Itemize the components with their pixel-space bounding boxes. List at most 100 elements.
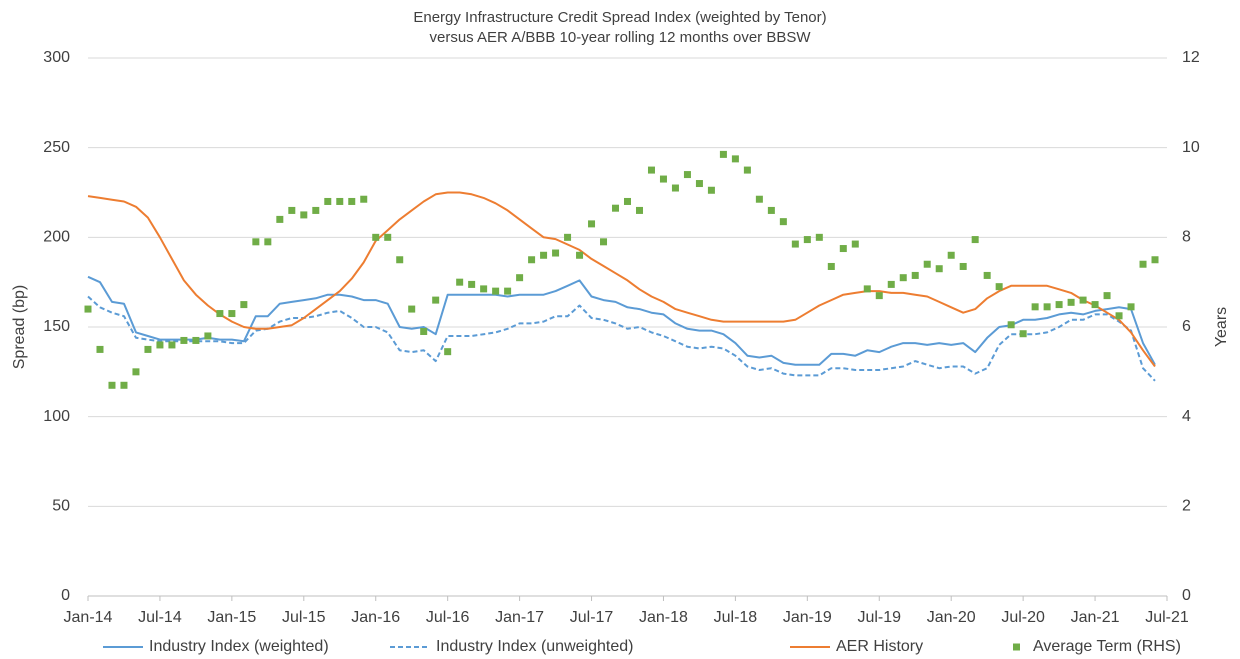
y-tick-label: 200: [43, 229, 70, 246]
x-tick-label: Jul-15: [282, 609, 326, 626]
marker: [707, 186, 715, 194]
marker: [444, 348, 452, 356]
marker: [1091, 301, 1099, 309]
x-tick-label: Jan-18: [639, 609, 688, 626]
y-tick-label: 250: [43, 139, 70, 156]
marker: [791, 240, 799, 248]
marker: [755, 195, 763, 203]
marker: [971, 236, 979, 244]
marker: [767, 206, 775, 214]
marker: [935, 265, 943, 273]
marker: [851, 240, 859, 248]
marker: [576, 251, 584, 259]
marker: [731, 155, 739, 163]
marker: [480, 285, 488, 293]
marker: [516, 274, 524, 282]
marker: [504, 287, 512, 295]
marker: [372, 233, 380, 241]
x-tick-label: Jan-21: [1071, 609, 1120, 626]
y2-tick-label: 8: [1182, 229, 1191, 246]
marker: [132, 368, 140, 376]
marker: [803, 236, 811, 244]
y2-tick-label: 10: [1182, 139, 1200, 156]
marker: [156, 341, 164, 349]
legend-label: Industry Index (unweighted): [436, 638, 633, 655]
marker: [1043, 303, 1051, 311]
marker: [815, 233, 823, 241]
marker: [528, 256, 536, 264]
y-axis-label: Spread (bp): [11, 285, 28, 370]
marker: [432, 296, 440, 304]
y2-tick-label: 12: [1182, 49, 1200, 66]
marker: [384, 233, 392, 241]
y-tick-label: 150: [43, 318, 70, 335]
marker: [995, 283, 1003, 291]
marker: [947, 251, 955, 259]
marker: [360, 195, 368, 203]
marker: [300, 211, 308, 219]
marker: [983, 271, 991, 279]
x-tick-label: Jan-14: [64, 609, 113, 626]
legend-label: AER History: [836, 638, 923, 655]
marker: [276, 215, 284, 223]
marker: [1151, 256, 1159, 264]
x-tick-label: Jan-15: [207, 609, 256, 626]
marker: [911, 271, 919, 279]
series-line: [87, 275, 1156, 366]
marker: [1067, 298, 1075, 306]
x-tick-label: Jul-21: [1145, 609, 1189, 626]
x-tick-label: Jul-18: [714, 609, 758, 626]
marker: [348, 197, 356, 205]
marker: [1103, 292, 1111, 300]
marker: [588, 220, 596, 228]
marker: [120, 381, 128, 389]
marker: [468, 280, 476, 288]
y2-tick-label: 0: [1182, 587, 1191, 604]
marker: [228, 310, 236, 318]
marker: [959, 262, 967, 270]
marker: [887, 280, 895, 288]
x-tick-label: Jan-20: [927, 609, 976, 626]
y2-axis-label: Years: [1213, 307, 1230, 347]
marker: [612, 204, 620, 212]
marker: [1079, 296, 1087, 304]
marker: [1019, 330, 1027, 338]
marker: [492, 287, 500, 295]
marker: [827, 262, 835, 270]
marker: [564, 233, 572, 241]
marker: [324, 197, 332, 205]
marker: [1007, 321, 1015, 329]
marker: [144, 345, 152, 353]
marker: [456, 278, 464, 286]
marker: [204, 332, 212, 340]
y-tick-label: 0: [61, 587, 70, 604]
marker: [1127, 303, 1135, 311]
marker: [647, 166, 655, 174]
y-tick-label: 100: [43, 408, 70, 425]
y-tick-label: 50: [52, 498, 70, 515]
marker: [408, 305, 416, 313]
marker: [84, 305, 92, 313]
marker: [923, 260, 931, 268]
marker: [779, 218, 787, 226]
marker: [240, 301, 248, 309]
marker: [1139, 260, 1147, 268]
marker: [659, 175, 667, 183]
marker: [396, 256, 404, 264]
x-tick-label: Jan-19: [783, 609, 832, 626]
legend-label: Average Term (RHS): [1033, 638, 1181, 655]
marker: [420, 327, 428, 335]
marker: [252, 238, 260, 246]
x-tick-label: Jan-17: [495, 609, 544, 626]
marker: [863, 285, 871, 293]
marker: [624, 197, 631, 205]
marker: [96, 345, 104, 353]
x-tick-label: Jul-20: [1001, 609, 1045, 626]
chart-title: versus AER A/BBB 10-year rolling 12 mont…: [430, 29, 812, 46]
x-tick-label: Jul-16: [426, 609, 470, 626]
y2-tick-label: 2: [1182, 498, 1191, 515]
y2-tick-label: 6: [1182, 318, 1191, 335]
marker: [336, 197, 344, 205]
chart-title: Energy Infrastructure Credit Spread Inde…: [413, 9, 826, 26]
